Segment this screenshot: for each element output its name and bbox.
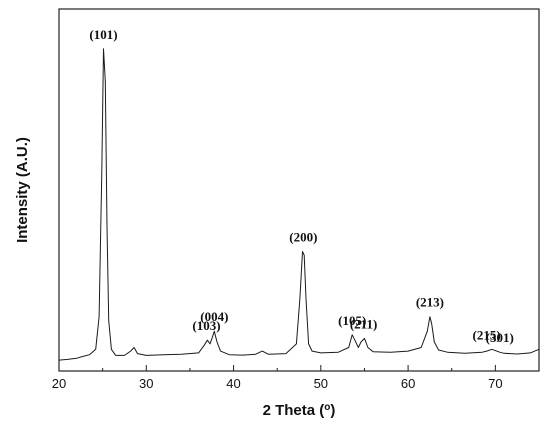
peak-label: (215) [473,327,501,342]
x-axis-title: 2 Theta (o) [263,402,336,420]
peak-label: (200) [289,230,317,245]
x-tick-label: 50 [314,376,328,391]
peak-label: (103) [192,318,220,333]
x-axis-title-close: ) [330,402,335,419]
plot-frame [58,8,540,372]
x-tick-label: 20 [52,376,66,391]
peak-labels: (101) (103)(004) (200) (105)(211) (213) (215)… [89,27,513,345]
peak-label: (105) [338,313,366,328]
x-tick-label: 40 [226,376,240,391]
x-tick-label: 70 [488,376,502,391]
peak-label: (101) [89,27,117,42]
x-axis-title-degree: o [324,402,330,413]
y-axis-title: Intensity (A.U.) [14,137,31,243]
peak-label: (004) [200,309,228,324]
peak-label: (213) [416,295,444,310]
x-tick-label: 60 [401,376,415,391]
x-tick-label: 30 [139,376,153,391]
x-axis-title-text: 2 Theta ( [263,402,325,419]
peak-label: (301) [486,330,514,345]
x-axis-ticks: 20 30 40 50 60 70 [52,365,503,391]
diffraction-pattern-line [58,48,540,361]
peak-label: (211) [350,316,377,331]
